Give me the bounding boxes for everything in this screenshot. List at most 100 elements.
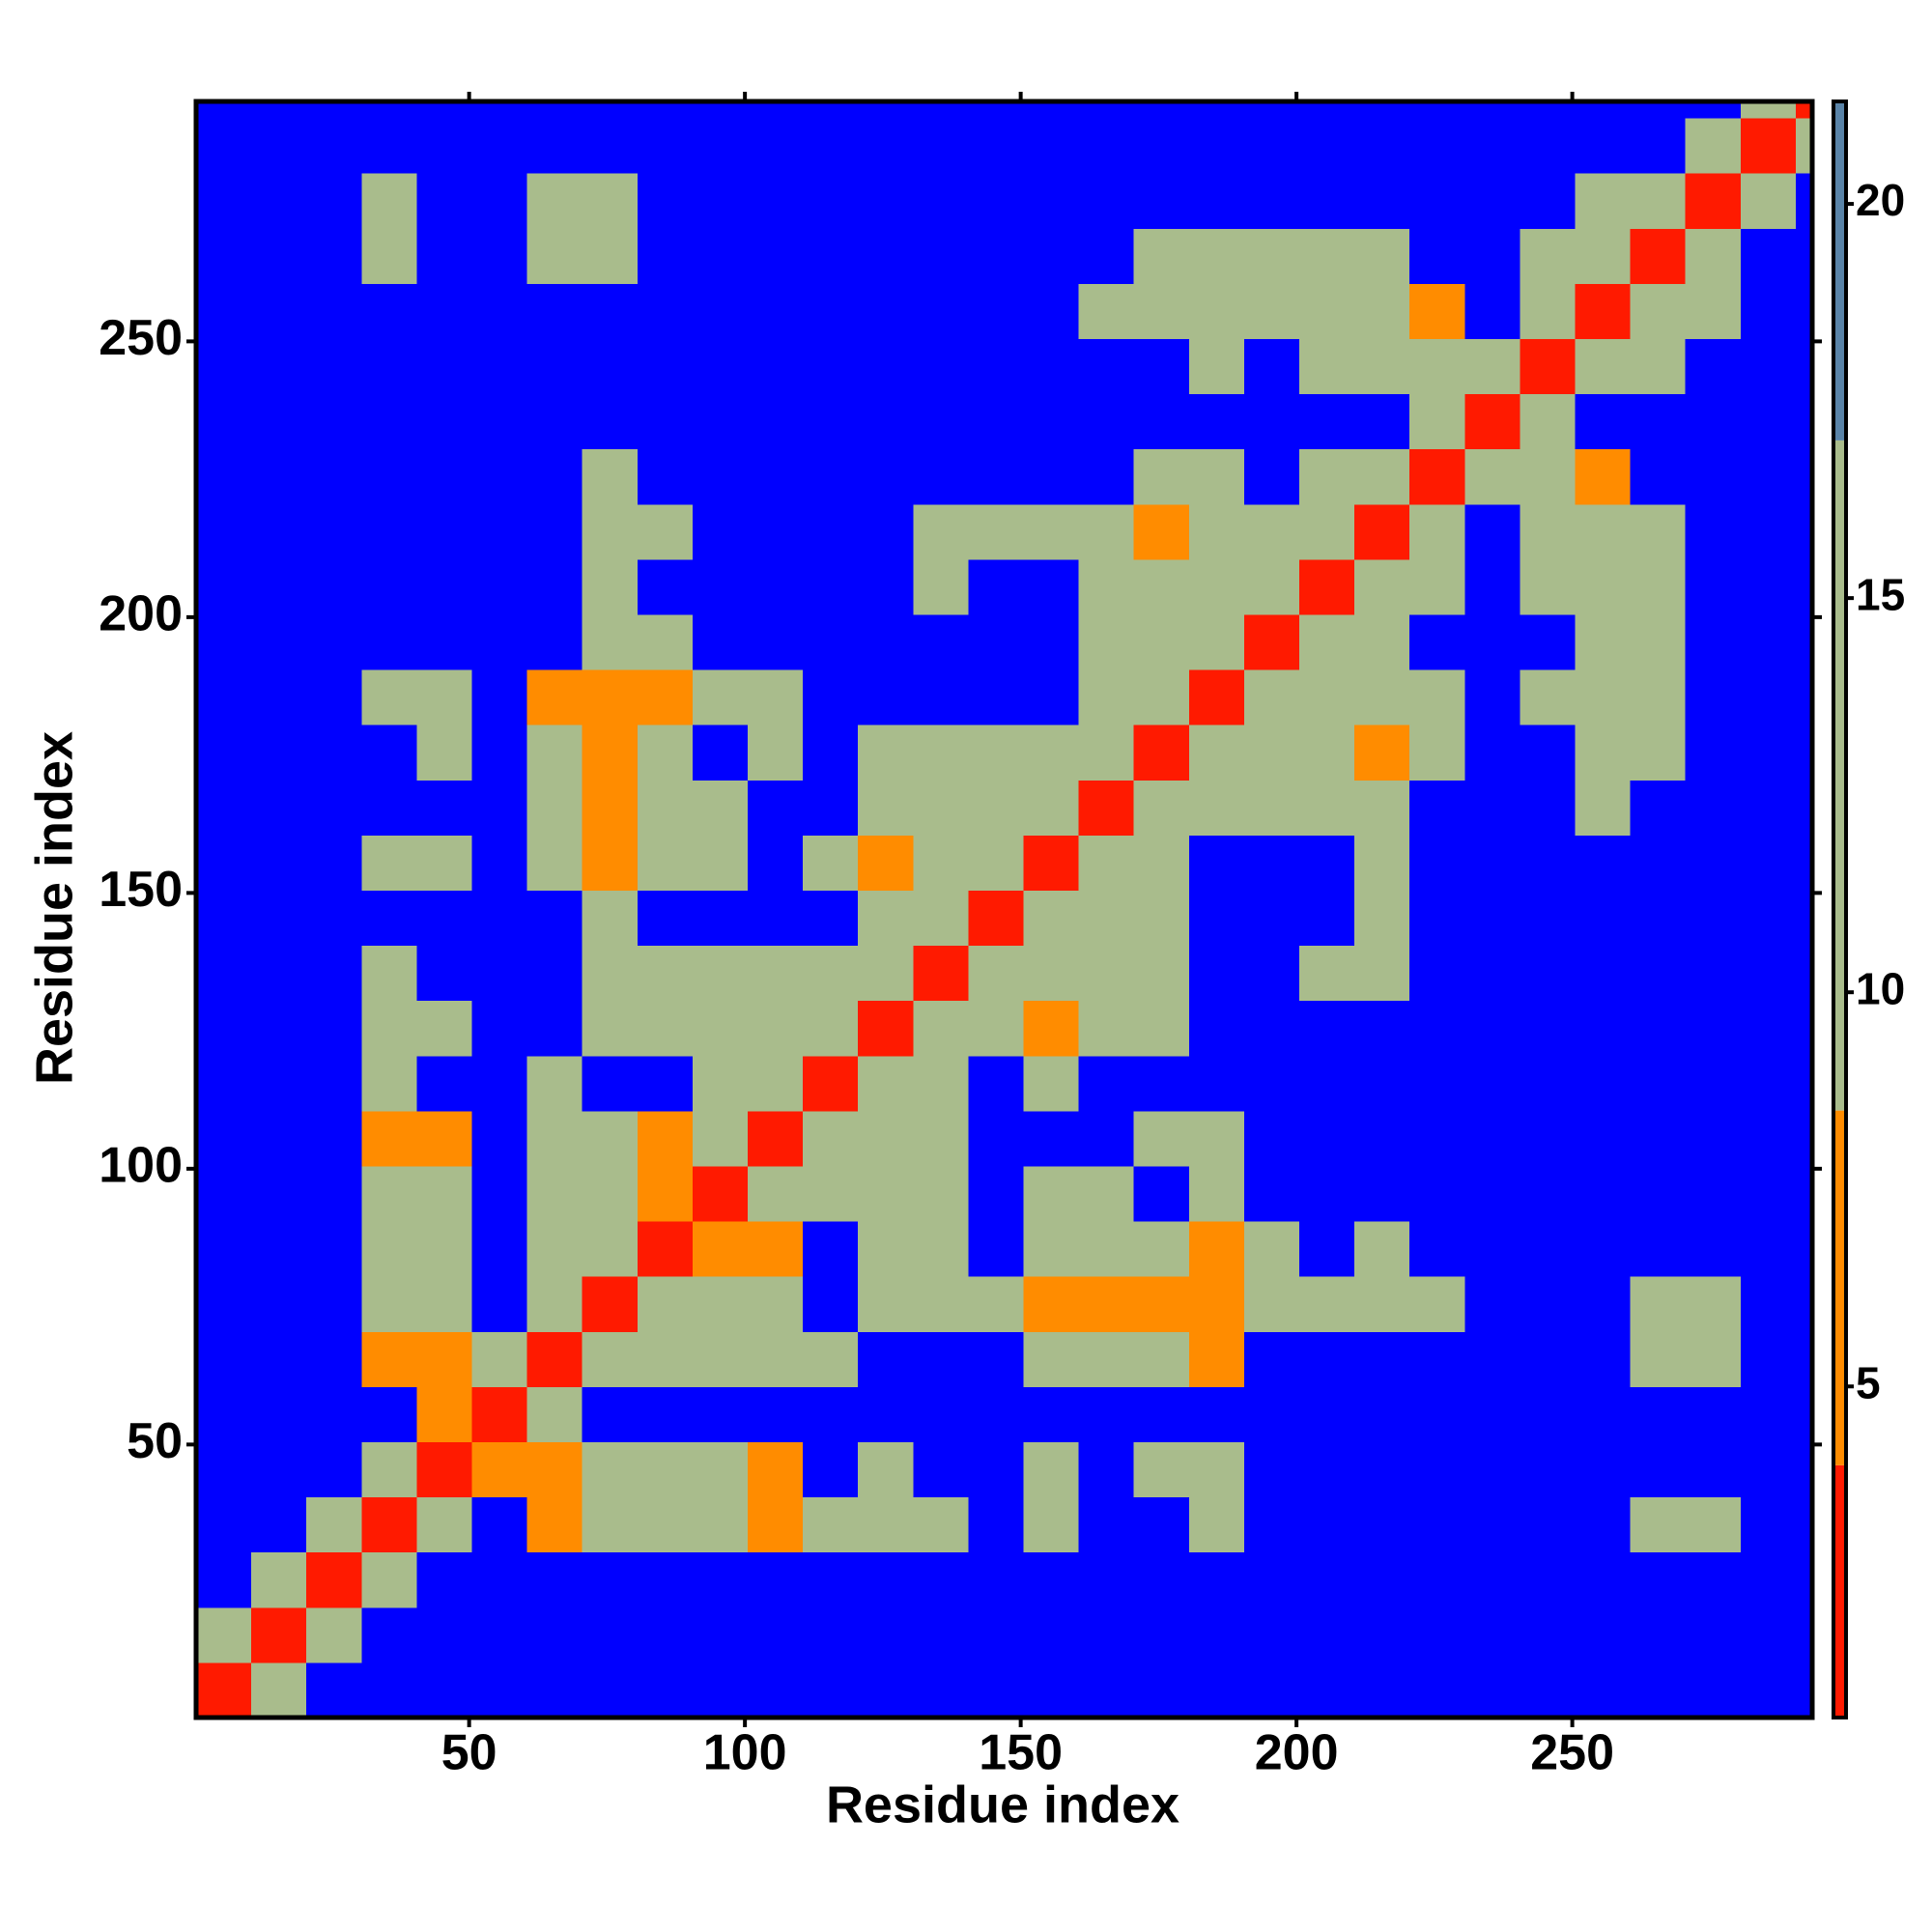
- cell: [1409, 1000, 1465, 1057]
- cell: [251, 1441, 307, 1498]
- cell: [1243, 1110, 1300, 1167]
- cell: [1685, 945, 1742, 1002]
- cell: [1078, 1276, 1135, 1332]
- cell: [306, 338, 362, 395]
- cell: [858, 1496, 914, 1553]
- cell: [1520, 228, 1576, 284]
- cell: [1023, 1221, 1080, 1277]
- cell: [1133, 101, 1190, 119]
- cell: [692, 1662, 749, 1719]
- cell: [306, 1551, 362, 1608]
- cell: [471, 228, 528, 284]
- cell: [1795, 503, 1813, 560]
- cell: [1188, 448, 1245, 505]
- cell: [1795, 173, 1813, 229]
- cell: [692, 503, 749, 560]
- cell: [582, 1000, 639, 1057]
- cell: [747, 780, 804, 836]
- cell: [306, 614, 362, 670]
- cell: [361, 945, 417, 1002]
- cell: [1464, 1110, 1520, 1167]
- cell: [747, 1441, 804, 1498]
- cell: [747, 448, 804, 505]
- cell: [637, 945, 694, 1002]
- cell: [1133, 1221, 1190, 1277]
- cell: [692, 890, 749, 947]
- cell: [968, 1496, 1024, 1553]
- cell: [1354, 780, 1410, 836]
- cell: [1133, 118, 1190, 174]
- cell: [196, 1055, 252, 1112]
- cell: [196, 393, 252, 450]
- cell: [747, 1276, 804, 1332]
- cell: [251, 118, 307, 174]
- cell: [1464, 780, 1520, 836]
- cell: [1078, 338, 1135, 395]
- cell: [1795, 1662, 1813, 1719]
- cell: [692, 614, 749, 670]
- cell: [251, 1331, 307, 1387]
- cell: [1188, 1000, 1245, 1057]
- cell: [1078, 503, 1135, 560]
- cell: [196, 101, 252, 119]
- cell: [1740, 1166, 1797, 1222]
- cell: [913, 1276, 969, 1332]
- cell: [747, 1055, 804, 1112]
- cell: [361, 1441, 417, 1498]
- cell: [692, 1496, 749, 1553]
- cell: [1630, 1000, 1687, 1057]
- cell: [251, 669, 307, 725]
- cell: [1740, 1331, 1797, 1387]
- cell: [1575, 890, 1632, 947]
- cell: [1795, 1000, 1813, 1057]
- cell: [1133, 503, 1190, 560]
- cell: [196, 1606, 252, 1663]
- cell: [747, 1166, 804, 1222]
- cell: [747, 1496, 804, 1553]
- cell: [1464, 1386, 1520, 1443]
- cell: [1464, 1496, 1520, 1553]
- cell: [747, 228, 804, 284]
- cell: [1740, 101, 1797, 119]
- cell: [1520, 945, 1576, 1002]
- cell: [1243, 1166, 1300, 1222]
- cell: [526, 1331, 583, 1387]
- cell: [1409, 1166, 1465, 1222]
- cell: [526, 1110, 583, 1167]
- cell: [416, 393, 472, 450]
- cell: [1685, 1221, 1742, 1277]
- cell: [858, 1441, 914, 1498]
- cell: [1795, 118, 1813, 174]
- cell: [692, 338, 749, 395]
- cell: [637, 1110, 694, 1167]
- cell: [913, 1496, 969, 1553]
- x-axis-title: Residue index: [826, 1776, 1179, 1833]
- cell: [1685, 1386, 1742, 1443]
- cell: [1078, 669, 1135, 725]
- cell: [637, 393, 694, 450]
- cell: [858, 1551, 914, 1608]
- cell: [1298, 1662, 1355, 1719]
- cell: [637, 1276, 694, 1332]
- cell: [1078, 228, 1135, 284]
- cell: [582, 835, 639, 892]
- cell: [361, 1606, 417, 1663]
- cell: [471, 614, 528, 670]
- cell: [1188, 1221, 1245, 1277]
- cell: [471, 1496, 528, 1553]
- cell: [471, 1386, 528, 1443]
- cell: [1188, 890, 1245, 947]
- cell: [968, 1110, 1024, 1167]
- cell: [196, 503, 252, 560]
- cell: [913, 1000, 969, 1057]
- cell: [1520, 1441, 1576, 1498]
- cell: [858, 1662, 914, 1719]
- cell: [968, 835, 1024, 892]
- cell: [1630, 1606, 1687, 1663]
- heatmap: [196, 101, 1813, 1719]
- cell: [1685, 890, 1742, 947]
- plot-frame: [193, 99, 1815, 1720]
- cell: [1795, 1331, 1813, 1387]
- cell: [747, 1331, 804, 1387]
- cell: [858, 1055, 914, 1112]
